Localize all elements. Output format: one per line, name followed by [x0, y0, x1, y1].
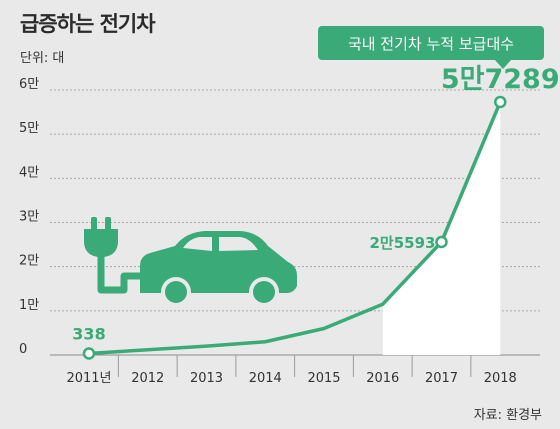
- tick-layer: 0 1만 2만 3만 4만 5만 6만 2011년 2012 2013 2014 2015 2016 20…: [19, 77, 517, 386]
- legend-callout: 국내 전기차 누적 보급대수: [318, 26, 544, 69]
- y-tick-label: 3만: [19, 210, 39, 225]
- data-label: 2만5593: [370, 234, 436, 252]
- series-line: [87, 100, 502, 356]
- x-tick-label: 2014: [249, 371, 282, 386]
- x-tick-label: 2011년: [66, 371, 111, 386]
- data-label: 5만7289: [441, 64, 560, 95]
- line-layer: [82, 95, 507, 360]
- y-tick-label: 6만: [19, 77, 39, 92]
- y-tick-label: 1만: [19, 298, 39, 313]
- y-tick-label: 2만: [19, 254, 39, 269]
- x-tick-label: 2017: [425, 371, 458, 386]
- chart-title: 급증하는 전기차: [20, 12, 156, 36]
- unit-label: 단위: 대: [20, 51, 65, 66]
- y-tick-label: 4만: [19, 165, 39, 180]
- y-tick-label: 5만: [19, 121, 39, 136]
- plug-icon: [84, 217, 144, 294]
- x-tick-label: 2015: [307, 371, 340, 386]
- x-tick-label: 2013: [190, 371, 223, 386]
- x-tick-label: 2012: [131, 371, 164, 386]
- x-tick-label: 2016: [366, 371, 399, 386]
- area-layer: [382, 101, 501, 355]
- data-point-marker: [435, 235, 448, 249]
- y-tick-label: 0: [19, 342, 27, 357]
- label-layer: 338 2만5593 5만7289: [72, 64, 559, 344]
- legend-label: 국내 전기차 누적 보급대수: [348, 35, 514, 53]
- x-tick-label: 2018: [484, 371, 517, 386]
- source-note: 자료: 환경부: [473, 408, 542, 423]
- data-label: 338: [72, 325, 105, 344]
- data-point-marker: [82, 347, 96, 360]
- car-icon: [140, 231, 297, 307]
- area-fill: [382, 101, 501, 355]
- data-point-marker: [494, 95, 507, 109]
